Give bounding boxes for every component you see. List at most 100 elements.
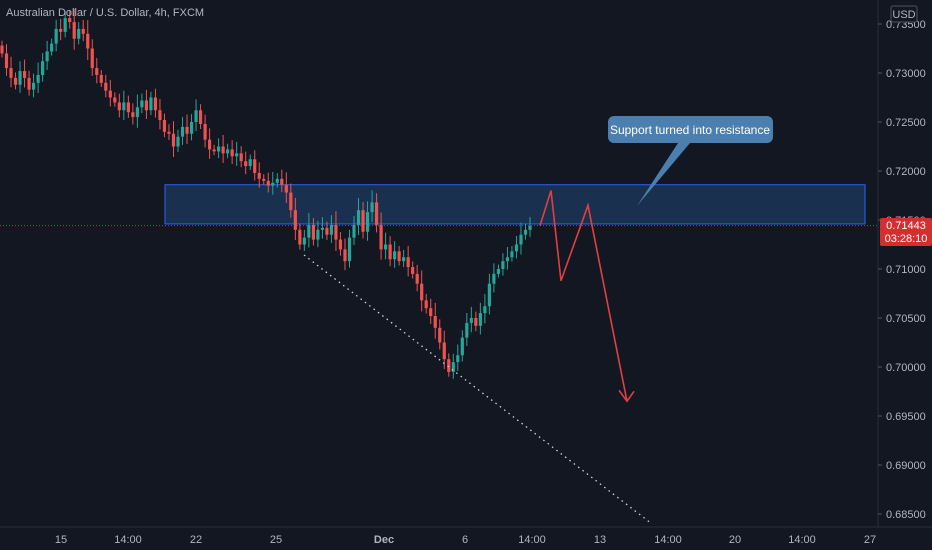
candle [438, 319, 442, 350]
candle [284, 172, 288, 203]
candle [86, 20, 90, 60]
candle [27, 70, 31, 96]
resistance-zone[interactable] [164, 184, 866, 225]
candle-body [162, 120, 167, 132]
candle-body [253, 159, 257, 173]
candle [275, 173, 279, 188]
candle-body [388, 244, 392, 260]
projected-arrowhead [618, 389, 635, 403]
candle-body [203, 123, 207, 140]
candle [122, 90, 126, 120]
candle [149, 91, 153, 116]
candle [519, 222, 523, 255]
candle-body [104, 82, 108, 91]
candle-body [117, 102, 121, 111]
candle-body [0, 45, 4, 54]
candle-body [429, 308, 433, 317]
svg-text:USD: USD [892, 9, 915, 21]
candle-body [514, 244, 519, 252]
candle-body [90, 48, 94, 69]
candle [45, 40, 49, 71]
candle-body [289, 192, 293, 211]
candle-body [271, 182, 275, 186]
candle [153, 88, 158, 118]
candle [311, 217, 315, 246]
candle-body [397, 251, 401, 262]
candle-body [393, 251, 397, 260]
candle [388, 236, 392, 267]
candle [248, 154, 252, 171]
candle [230, 140, 234, 165]
candle-body [365, 212, 370, 232]
candle [18, 61, 22, 93]
candle-body [510, 251, 514, 258]
candle-body [18, 71, 22, 85]
candle [487, 273, 491, 315]
projected-price-path[interactable] [539, 190, 628, 402]
callout-annotation[interactable]: Support turned into resistance [608, 116, 773, 206]
candle [433, 302, 437, 339]
candle-body [492, 273, 496, 284]
candle [505, 247, 510, 270]
y-tick-label: 0.72500 [886, 117, 926, 129]
current-price-tag: 0.71443 03:28:10 [880, 218, 932, 246]
currency-badge[interactable]: USD [890, 5, 918, 23]
time-axis[interactable]: 15 14:00 22 25 Dec 6 14:00 13 14:00 20 14:00 27 [55, 534, 876, 546]
candle-body [352, 224, 356, 238]
candle [81, 19, 85, 42]
candle-body [519, 234, 523, 245]
candle-body [456, 355, 460, 363]
candle [393, 241, 397, 268]
candle-body [320, 227, 325, 230]
candle [171, 121, 176, 157]
candle [320, 217, 325, 239]
candle-body [68, 18, 72, 23]
candle [334, 211, 338, 251]
candle-body [438, 327, 442, 343]
candle-body [451, 362, 455, 372]
candle-body [474, 318, 478, 326]
candle [316, 220, 320, 248]
candle [474, 311, 478, 332]
x-tick-label: 6 [462, 534, 468, 546]
candle [456, 344, 460, 372]
candle [501, 253, 505, 276]
price-axis[interactable]: 0.735000.730000.725000.720000.715000.710… [878, 19, 926, 521]
candle-body [487, 283, 491, 307]
candle-body [126, 102, 130, 113]
candle [9, 56, 13, 88]
candle [0, 40, 4, 58]
candle-body [226, 149, 230, 154]
candle [235, 141, 239, 166]
candle-body [523, 229, 528, 235]
candle [212, 144, 216, 156]
x-tick-label: 14:00 [654, 534, 682, 546]
candle [13, 72, 18, 90]
candle-body [77, 28, 81, 39]
candle-body [167, 131, 171, 134]
candle [343, 238, 347, 271]
candle-body [298, 229, 302, 245]
candle-body [302, 237, 306, 245]
candle [298, 223, 302, 250]
candle-body [248, 159, 252, 167]
candle [356, 198, 361, 236]
candle [289, 183, 293, 218]
candle [221, 135, 225, 163]
candle [447, 353, 451, 377]
candle [203, 114, 207, 148]
candle-body [63, 18, 67, 32]
candle-body [171, 133, 176, 147]
candle-body [420, 283, 424, 301]
candle-body [266, 180, 270, 186]
candle [478, 302, 482, 335]
candle [50, 38, 54, 56]
candle [352, 216, 356, 245]
candle-body [212, 149, 216, 152]
candle-body [311, 224, 315, 240]
candle [469, 306, 473, 333]
candle [442, 330, 446, 369]
candle [158, 98, 162, 130]
candle [280, 169, 284, 193]
